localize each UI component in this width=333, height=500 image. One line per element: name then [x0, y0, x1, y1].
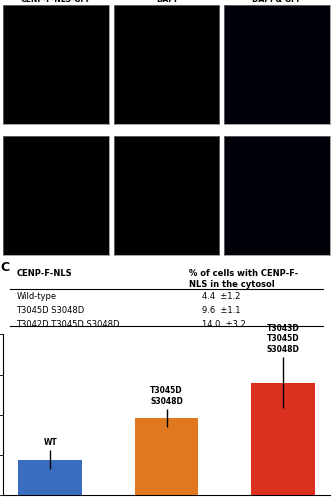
Text: B: B — [3, 136, 13, 149]
Text: T3045D
S3048D: T3045D S3048D — [150, 386, 183, 406]
Text: T3045D S3048D: T3045D S3048D — [16, 306, 85, 315]
Text: A: A — [3, 20, 13, 34]
Bar — [18, 460, 82, 495]
Text: T3042D T3045D S3048D: T3042D T3045D S3048D — [16, 320, 120, 329]
Text: 14.0  ±3.2: 14.0 ±3.2 — [202, 320, 246, 329]
Text: CENP-F-NLS: CENP-F-NLS — [16, 269, 72, 278]
Text: T3043D
T3045D
S3048D: T3043D T3045D S3048D — [266, 324, 299, 354]
Text: 4.4  ±1.2: 4.4 ±1.2 — [202, 292, 241, 300]
Bar — [251, 382, 315, 495]
Title: CENP-F-NLS-GFP: CENP-F-NLS-GFP — [21, 0, 92, 4]
Text: WT: WT — [43, 438, 57, 447]
Title: DAPI: DAPI — [156, 0, 177, 4]
Text: 9.6  ±1.1: 9.6 ±1.1 — [202, 306, 241, 315]
Text: C: C — [0, 262, 9, 274]
Title: DAPI & GFP: DAPI & GFP — [252, 0, 302, 4]
Bar — [135, 418, 198, 495]
Text: % of cells with CENP-F-
NLS in the cytosol: % of cells with CENP-F- NLS in the cytos… — [189, 269, 299, 289]
Text: Wild-type: Wild-type — [16, 292, 57, 300]
